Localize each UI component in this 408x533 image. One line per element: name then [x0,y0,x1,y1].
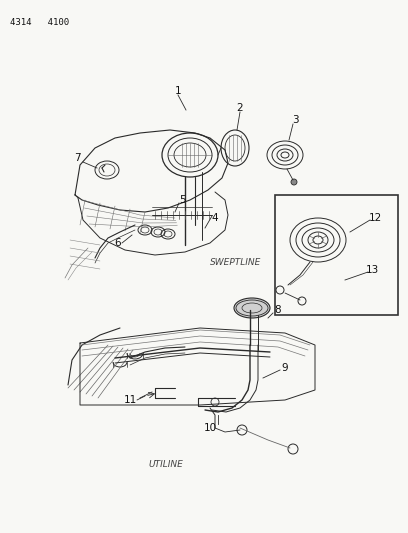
Text: 5: 5 [179,195,185,205]
Text: 11: 11 [123,395,137,405]
Text: 4314   4100: 4314 4100 [10,18,69,27]
Text: 3: 3 [292,115,298,125]
Circle shape [291,179,297,185]
Text: SWEPTLINE: SWEPTLINE [210,258,262,267]
Text: 6: 6 [115,238,121,248]
Bar [275,195,398,315]
Ellipse shape [234,298,270,318]
Text: 13: 13 [366,265,379,275]
Text: 9: 9 [282,363,288,373]
Text: 1: 1 [175,86,181,96]
Text: UTILINE: UTILINE [148,460,183,469]
Text: 10: 10 [204,423,217,433]
Text: 12: 12 [368,213,381,223]
Text: 7: 7 [74,153,80,163]
Text: 8: 8 [275,305,281,315]
Text: 2: 2 [237,103,243,113]
Text: 4: 4 [212,213,218,223]
